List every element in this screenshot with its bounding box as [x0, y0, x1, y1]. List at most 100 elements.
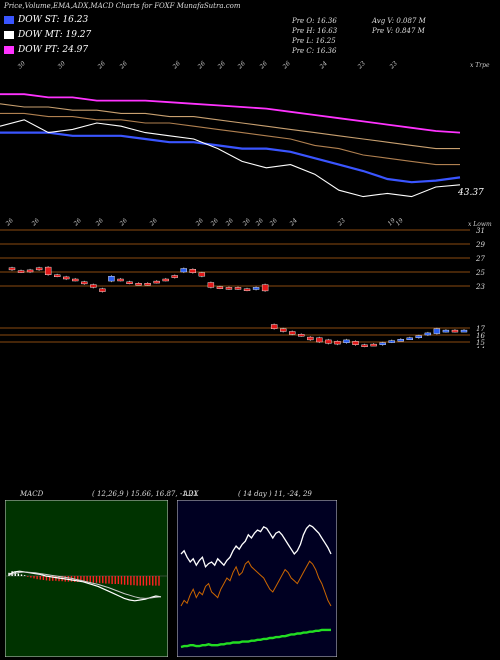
y-tick-label: 29 — [475, 241, 485, 249]
date-tick-label: 23 — [356, 60, 367, 71]
candle-body — [307, 336, 314, 341]
candle-body — [270, 324, 278, 329]
date-tick-label: 26 — [118, 218, 129, 228]
date-tick-label: 26 — [4, 218, 15, 228]
legend-dow-st: DOW ST: 16.23 — [4, 15, 88, 25]
date-tick-label: 26 — [148, 218, 159, 228]
date-tick-label: 26 — [281, 60, 292, 71]
date-tick-label: 19 — [386, 218, 396, 227]
candle-body — [8, 267, 16, 271]
stat-prev-high: Pre H: 16.63 — [292, 27, 338, 35]
macd-line — [8, 570, 162, 602]
y-tick-label: 23 — [475, 283, 485, 291]
adx-label: ADX — [183, 490, 199, 498]
adx-chart — [177, 500, 337, 657]
date-tick-label: 26 — [96, 60, 107, 71]
candle-body — [298, 334, 305, 337]
candle-body — [108, 276, 115, 282]
candle-body — [316, 337, 323, 343]
candle-body — [261, 284, 269, 292]
price-ema-chart: 30 30 26 26 26 26 26 26 26 26 24 23 23 x Trpe 43.37 — [0, 60, 490, 198]
candle-body — [252, 287, 260, 290]
date-tick-label: 26 — [258, 60, 269, 71]
date-tick-label: 26 — [241, 218, 252, 228]
candle-body — [99, 288, 106, 292]
candle-body — [63, 276, 70, 280]
date-tick-label: 26 — [254, 218, 265, 228]
candle-body — [117, 278, 124, 282]
date-tick-label: 23 — [388, 60, 399, 71]
date-tick-label: 26 — [118, 60, 129, 71]
legend-dow-pt: DOW PT: 24.97 — [4, 45, 88, 55]
y-tick-label: 25 — [475, 269, 485, 277]
candle-body — [126, 281, 133, 284]
y-tick-label: 17 — [476, 325, 485, 333]
candle-body — [343, 339, 350, 343]
y-tick-label: 27 — [475, 255, 485, 263]
date-tick-label: 30 — [56, 60, 66, 70]
date-tick-label: 26 — [236, 60, 247, 71]
candle-body — [189, 269, 197, 273]
candle-body — [144, 282, 151, 286]
plus-di-line — [180, 560, 332, 607]
top-right-label: x Lowm — [468, 221, 492, 228]
candle-body — [424, 332, 432, 336]
y-tick-label: 15 — [476, 339, 485, 347]
ema-series-line — [0, 103, 460, 150]
date-tick-label: 26 — [268, 218, 279, 228]
adx-params: ( 14 day ) 11, -24, 29 — [238, 490, 312, 498]
ema-series-line — [0, 119, 461, 198]
candle-body — [171, 275, 178, 278]
date-tick-label: 26 — [72, 218, 83, 228]
candle-body — [415, 335, 422, 338]
legend-swatch-st — [4, 15, 14, 24]
signal-line — [8, 571, 162, 599]
candle-body — [370, 343, 377, 347]
candle-body — [352, 341, 359, 346]
candle-body — [162, 278, 169, 282]
stat-prev-close: Pre C: 16.36 — [292, 47, 337, 55]
stat-prev-low: Pre L: 16.25 — [292, 37, 336, 45]
candle-body — [460, 329, 468, 333]
candle-body — [81, 281, 88, 285]
macd-params: ( 12,26,9 ) 15.66, 16.87, -1.21 — [92, 490, 198, 498]
y-tick-label: 16 — [476, 332, 485, 340]
candle-body — [433, 328, 441, 334]
price-label: 43.37 — [457, 188, 484, 198]
candle-body — [388, 340, 395, 343]
candle-body — [26, 269, 34, 273]
date-tick-label: 26 — [94, 218, 105, 228]
legend-dow-mt-label: DOW MT: 19.27 — [18, 30, 92, 40]
candle-body — [325, 339, 332, 344]
stat-prev-open: Pre O: 16.36 — [292, 17, 337, 25]
date-tick-label: 24 — [318, 60, 329, 71]
candle-body — [207, 282, 215, 288]
candle-body — [379, 342, 386, 345]
candle-body — [198, 272, 206, 277]
legend-dow-pt-label: DOW PT: 24.97 — [18, 45, 89, 55]
date-tick-label: 19 — [394, 218, 404, 227]
candle-body — [216, 286, 224, 289]
candle-body — [289, 331, 296, 335]
date-tick-label: 26 — [224, 218, 235, 228]
date-tick-label: 30 — [16, 60, 26, 70]
date-tick-label: 24 — [288, 218, 299, 228]
candle-body — [451, 329, 459, 333]
adx-line — [180, 628, 331, 649]
legend-dow-st-label: DOW ST: 16.23 — [18, 15, 89, 25]
chart-title: Price,Volume,EMA,ADX,MACD Charts for FOX… — [4, 2, 241, 10]
candle-body — [90, 284, 97, 288]
date-tick-label: 26 — [216, 60, 227, 71]
macd-chart — [5, 500, 168, 657]
legend-swatch-mt — [4, 30, 14, 39]
legend-dow-mt: DOW MT: 19.27 — [4, 30, 91, 40]
candle-body — [243, 288, 251, 292]
y-tick-label: 31 — [476, 227, 485, 235]
candle-body — [234, 287, 242, 290]
candle-body — [361, 344, 368, 348]
candle-body — [135, 282, 142, 286]
ema-series-line — [0, 93, 461, 134]
date-tick-label: 26 — [194, 218, 205, 228]
candle-body — [225, 287, 233, 290]
